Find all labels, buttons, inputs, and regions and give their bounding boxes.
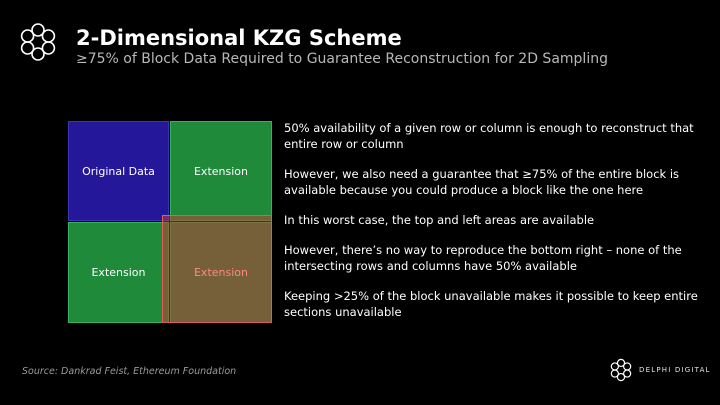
grid-cell-original-data: Original Data xyxy=(68,121,169,221)
slide-subtitle: ≥75% of Block Data Required to Guarantee… xyxy=(76,51,608,67)
explanation-list: 50% availability of a given row or colum… xyxy=(284,120,704,334)
unavailable-extension-label: Extension xyxy=(193,266,248,279)
grid-cell-label: Extension xyxy=(91,266,146,279)
unavailable-region-overlay xyxy=(162,215,272,323)
grid-cell-label: Extension xyxy=(193,164,248,178)
delphi-brand-icon xyxy=(608,357,634,383)
explanation-item: However, we also need a guarantee that ≥… xyxy=(284,167,680,197)
explanation-item: However, there’s no way to reproduce the… xyxy=(284,243,682,273)
brand-mark: DELPHI DIGITAL xyxy=(608,357,711,385)
grid-cell-extension-bottom-left: Extension xyxy=(68,222,169,323)
source-citation: Source: Dankrad Feist, Ethereum Foundati… xyxy=(22,366,237,377)
explanation-item: Keeping >25% of the block unavailable ma… xyxy=(284,289,698,319)
grid-cell-extension-top-right: Extension xyxy=(170,121,272,221)
brand-name: DELPHI DIGITAL xyxy=(639,366,711,374)
explanation-item: In this worst case, the top and left are… xyxy=(284,213,595,227)
explanation-item: 50% availability of a given row or colum… xyxy=(284,121,694,151)
slide-title: 2-Dimensional KZG Scheme xyxy=(76,26,402,50)
delphi-logo-icon xyxy=(16,20,60,64)
grid-cell-label: Original Data xyxy=(82,164,155,178)
data-grid-diagram: Original Data Extension Extension Extens… xyxy=(68,121,272,323)
